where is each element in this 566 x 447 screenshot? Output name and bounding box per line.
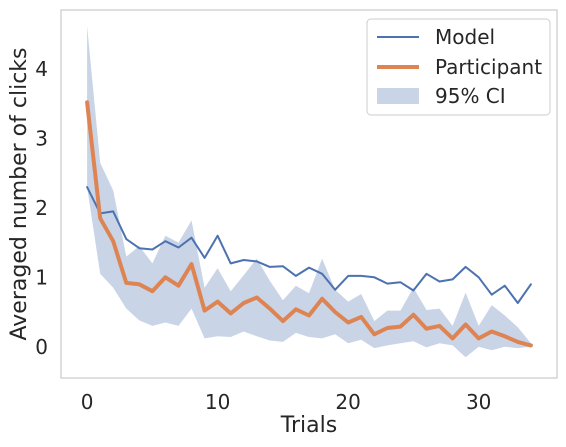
lines-layer [85,100,533,348]
legend-ci-label: 95% CI [435,84,506,108]
series-line-participant [85,100,533,348]
y-axis-label: Averaged number of clicks [7,48,32,341]
legend-model-label: Model [435,25,495,49]
y-tick-label: 3 [35,126,48,150]
legend-participant-label: Participant [435,55,542,79]
legend-ci-swatch [377,88,419,104]
y-tick-labels: 0 1 2 3 4 [35,57,48,359]
y-tick-label: 2 [35,196,48,220]
x-tick-label: 10 [205,390,230,414]
series-line-model [86,186,532,304]
y-tick-label: 1 [35,265,48,289]
ci-band [87,26,531,358]
x-tick-label: 20 [335,390,360,414]
x-tick-label: 30 [466,390,491,414]
y-tick-label: 0 [35,335,48,359]
plot-frame [60,9,558,379]
y-tick-label: 4 [35,57,48,81]
legend-box [366,18,551,116]
x-tick-labels: 0 10 20 30 [81,390,492,414]
ci-layer [87,26,531,358]
x-tick-label: 0 [81,390,94,414]
legend: Model Participant 95% CI [366,18,551,116]
x-axis-label: Trials [280,413,337,438]
